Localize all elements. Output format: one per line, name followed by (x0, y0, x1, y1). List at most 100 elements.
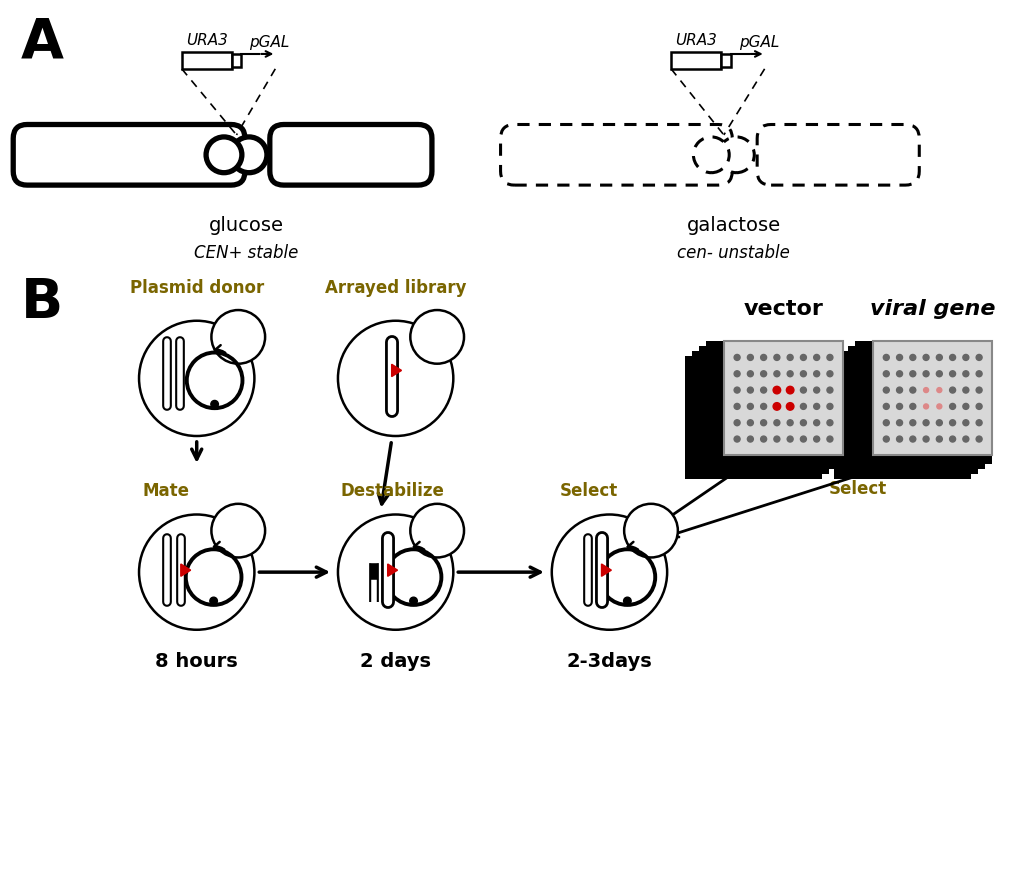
Bar (182, 52, 231, 69)
Bar (866, 346, 985, 460)
Circle shape (773, 387, 780, 394)
Circle shape (814, 354, 819, 361)
Circle shape (814, 371, 819, 377)
Circle shape (963, 354, 969, 361)
Circle shape (949, 403, 955, 409)
Circle shape (787, 436, 794, 442)
Circle shape (976, 436, 982, 442)
Circle shape (761, 371, 767, 377)
Circle shape (884, 387, 889, 393)
Bar (699, 460, 837, 470)
Circle shape (910, 436, 915, 442)
Circle shape (814, 436, 819, 442)
Bar (852, 356, 972, 471)
Circle shape (897, 371, 902, 377)
Circle shape (814, 420, 819, 426)
Circle shape (211, 504, 265, 558)
Bar (231, 54, 242, 67)
Circle shape (774, 354, 780, 361)
Text: Select: Select (560, 482, 618, 499)
Circle shape (923, 371, 929, 377)
Text: vector: vector (743, 299, 823, 319)
Bar (724, 341, 843, 456)
Circle shape (748, 436, 754, 442)
Circle shape (774, 371, 780, 377)
Circle shape (949, 387, 955, 393)
Circle shape (923, 436, 929, 442)
Bar (699, 346, 717, 460)
Circle shape (963, 420, 969, 426)
Circle shape (949, 354, 955, 361)
Bar (721, 54, 731, 67)
Circle shape (884, 354, 889, 361)
Circle shape (411, 310, 464, 364)
Polygon shape (601, 564, 611, 576)
Circle shape (827, 420, 833, 426)
FancyBboxPatch shape (13, 125, 245, 185)
Text: viral gene: viral gene (870, 299, 995, 319)
Circle shape (801, 387, 806, 393)
Text: pGAL: pGAL (738, 35, 779, 50)
Bar (706, 456, 843, 464)
Circle shape (897, 387, 902, 393)
Text: Mate: Mate (142, 482, 189, 499)
Text: CEN+ stable: CEN+ stable (195, 244, 299, 262)
Circle shape (897, 420, 902, 426)
Bar (702, 356, 822, 471)
Circle shape (924, 388, 929, 393)
Text: Plasmid donor: Plasmid donor (130, 278, 264, 297)
Circle shape (936, 420, 942, 426)
Text: galactose: galactose (687, 217, 781, 236)
Circle shape (748, 420, 754, 426)
Bar (848, 346, 866, 460)
Circle shape (748, 371, 754, 377)
Circle shape (801, 403, 806, 409)
Circle shape (139, 514, 254, 629)
Circle shape (884, 436, 889, 442)
Circle shape (884, 420, 889, 426)
Polygon shape (391, 364, 401, 376)
Text: URA3: URA3 (185, 33, 227, 48)
Circle shape (976, 354, 982, 361)
Bar (706, 341, 724, 456)
Circle shape (139, 320, 254, 436)
Circle shape (963, 403, 969, 409)
FancyBboxPatch shape (501, 125, 732, 185)
Text: 2-3days: 2-3days (566, 651, 652, 670)
Circle shape (734, 354, 740, 361)
Circle shape (734, 436, 740, 442)
Circle shape (693, 137, 729, 173)
Circle shape (734, 420, 740, 426)
Circle shape (924, 404, 929, 409)
Circle shape (910, 354, 915, 361)
Bar (841, 351, 859, 465)
Circle shape (949, 436, 955, 442)
Bar (685, 471, 822, 479)
Circle shape (884, 371, 889, 377)
Circle shape (936, 371, 942, 377)
Circle shape (963, 387, 969, 393)
Text: URA3: URA3 (675, 33, 717, 48)
Bar (848, 460, 985, 470)
Circle shape (211, 310, 265, 364)
Circle shape (827, 354, 833, 361)
Text: Destabilize: Destabilize (341, 482, 444, 499)
Bar (710, 351, 829, 465)
Circle shape (949, 420, 955, 426)
Circle shape (211, 401, 218, 408)
FancyBboxPatch shape (269, 125, 432, 185)
Circle shape (748, 354, 754, 361)
Circle shape (949, 371, 955, 377)
Circle shape (624, 597, 631, 605)
Circle shape (719, 137, 755, 173)
Circle shape (231, 137, 267, 173)
Circle shape (897, 403, 902, 409)
Circle shape (910, 371, 915, 377)
Text: A: A (20, 16, 63, 70)
Circle shape (786, 387, 794, 394)
Circle shape (827, 436, 833, 442)
Bar (692, 351, 710, 465)
Text: glucose: glucose (209, 217, 284, 236)
Circle shape (976, 371, 982, 377)
Circle shape (787, 371, 794, 377)
